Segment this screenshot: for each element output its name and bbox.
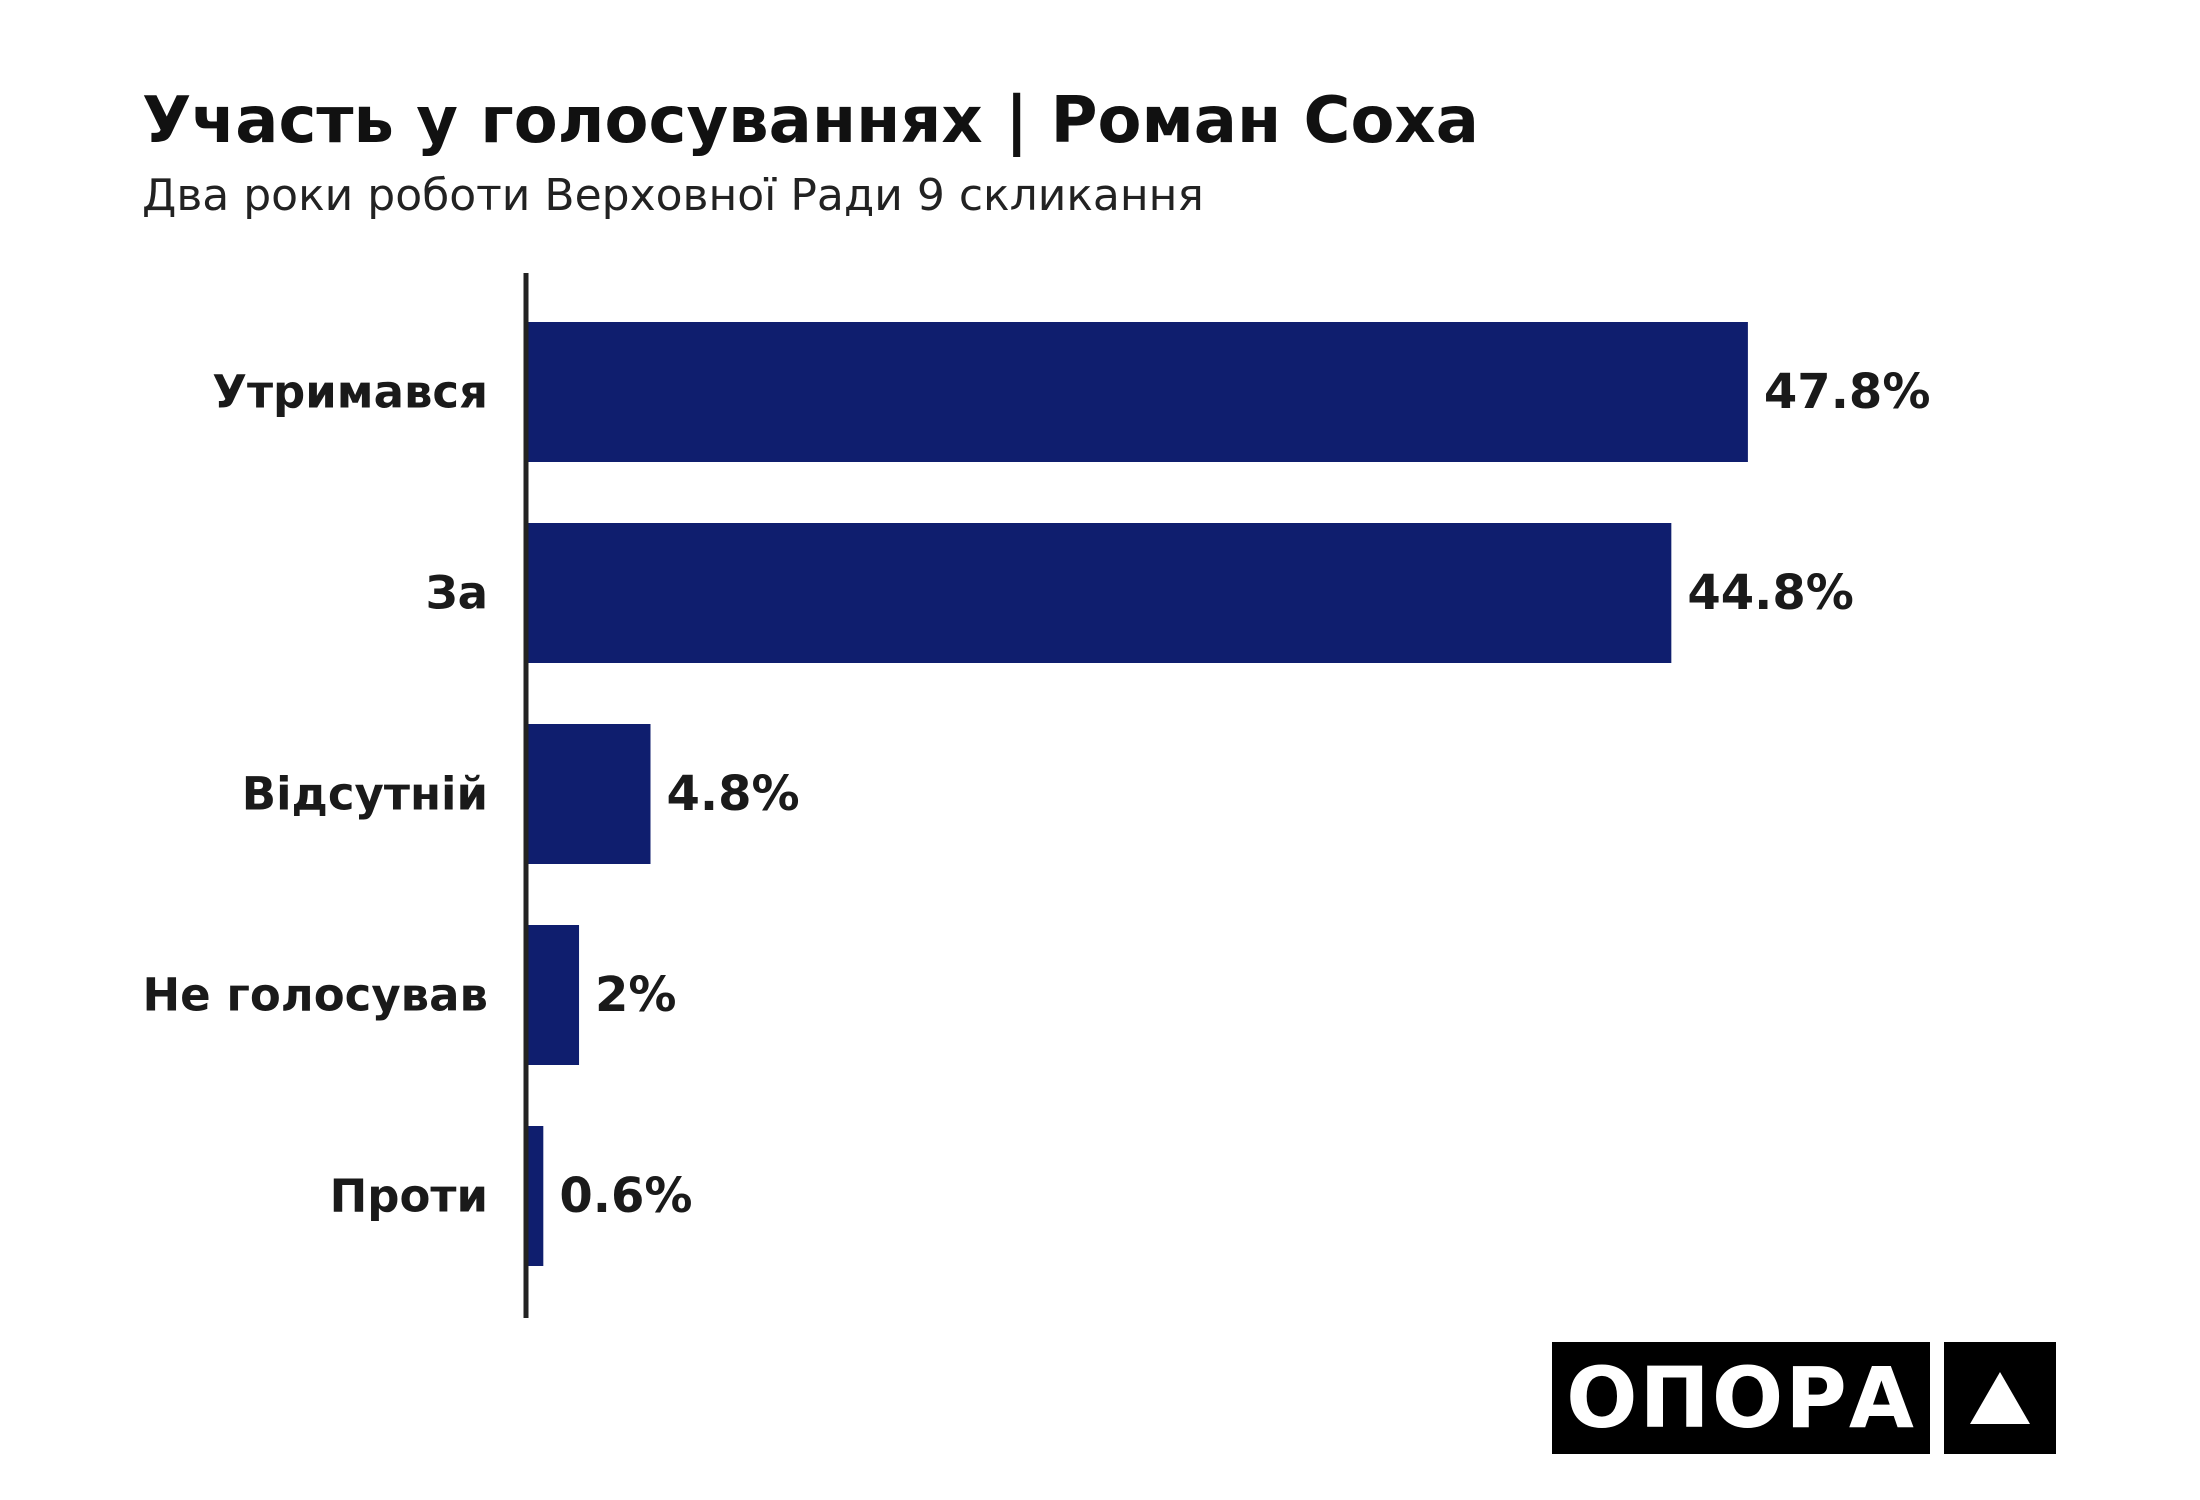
- value-label: 47.8%: [1764, 364, 1931, 420]
- bar-3: [528, 925, 580, 1065]
- category-label: За: [426, 567, 488, 620]
- logo-label: ОПОРА: [1566, 1349, 1916, 1447]
- chart-title: Участь у голосуваннях | Роман Соха: [142, 84, 1479, 158]
- chart-subtitle: Два роки роботи Верховної Ради 9 скликан…: [142, 170, 1204, 221]
- value-label: 44.8%: [1687, 565, 1854, 621]
- value-label: 2%: [595, 967, 677, 1023]
- triangle-icon: [1944, 1342, 2056, 1454]
- category-label: Відсутній: [242, 768, 488, 821]
- value-label: 0.6%: [559, 1168, 692, 1224]
- bar-0: [528, 322, 1748, 462]
- category-label: Не голосував: [143, 969, 488, 1022]
- opora-logo-text: ОПОРА: [1552, 1342, 1930, 1454]
- bar-2: [528, 724, 651, 864]
- category-label: Проти: [330, 1170, 488, 1223]
- category-label: Утримався: [212, 366, 488, 419]
- value-label: 4.8%: [667, 766, 800, 822]
- bar-1: [528, 523, 1672, 663]
- bar-4: [528, 1126, 544, 1266]
